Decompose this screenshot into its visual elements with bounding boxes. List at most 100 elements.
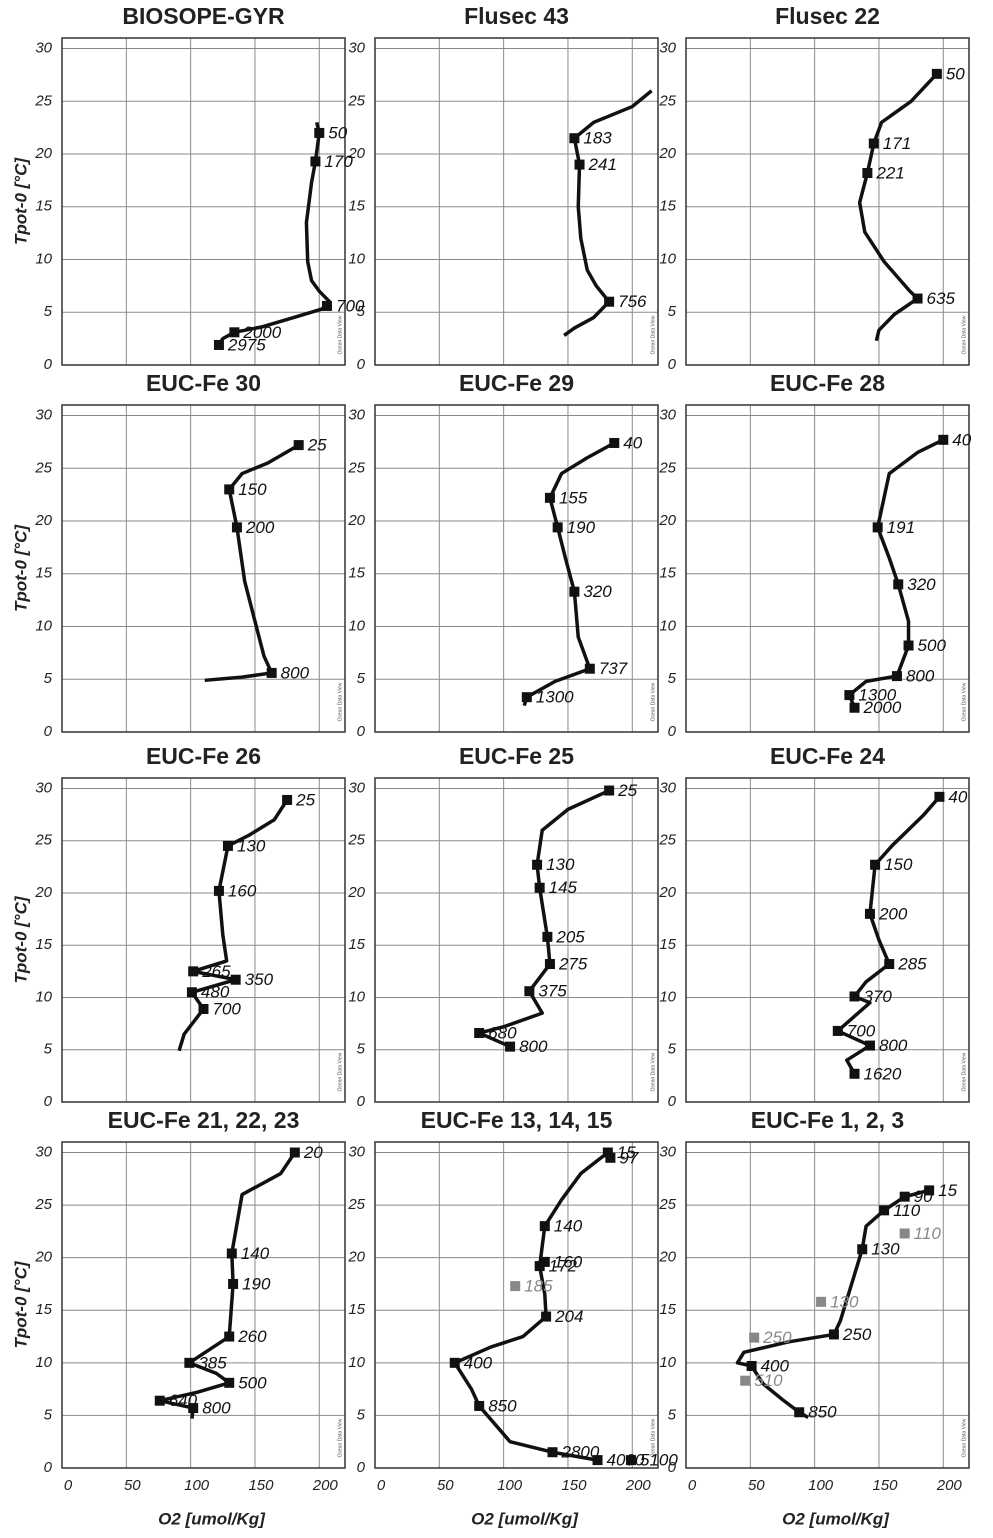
- depth-marker: [604, 296, 615, 307]
- depth-label: 850: [808, 1403, 837, 1422]
- depth-marker: [569, 133, 580, 144]
- y-tick-label: 20: [347, 512, 365, 529]
- y-tick-label: 20: [34, 145, 52, 162]
- panel: Flusec 43 0 5 10 15 20 25 30 Ocean Data View 183 2…: [347, 3, 659, 373]
- depth-label: 1620: [864, 1064, 902, 1083]
- y-tick-label: 15: [659, 565, 676, 582]
- depth-label: 110: [914, 1224, 942, 1243]
- depth-label: 1300: [536, 688, 574, 707]
- y-tick-label: 10: [35, 617, 52, 634]
- depth-marker: [224, 1377, 235, 1388]
- depth-label: 320: [907, 575, 936, 594]
- y-tick-label: 5: [357, 303, 366, 320]
- plot-frame: [685, 777, 970, 1103]
- depth-marker: [924, 1185, 935, 1196]
- y-tick-label: 30: [35, 40, 52, 57]
- y-tick-label: 25: [347, 832, 365, 849]
- panel-title: EUC-Fe 28: [770, 370, 885, 396]
- y-tick-label: 20: [658, 884, 676, 901]
- depth-label: 800: [281, 663, 310, 682]
- depth-label: 265: [201, 962, 231, 981]
- y-axis-label: Tpot-0 [°C]: [11, 895, 30, 983]
- y-tick-label: 25: [34, 92, 52, 109]
- y-tick-label: 5: [44, 670, 53, 687]
- y-tick-label: 5: [668, 1406, 677, 1423]
- depth-marker: [584, 663, 595, 674]
- y-tick-label: 10: [348, 988, 365, 1005]
- y-tick-label: 10: [659, 617, 676, 634]
- depth-marker: [547, 1447, 558, 1458]
- y-tick-label: 30: [348, 779, 365, 796]
- y-tick-label: 25: [347, 1196, 365, 1213]
- depth-label: 40: [948, 787, 967, 806]
- profile-line: [453, 1151, 609, 1462]
- depth-label: 200: [878, 904, 908, 923]
- y-tick-label: 25: [658, 1196, 676, 1213]
- depth-label: 2000: [242, 323, 281, 342]
- profile-line: [522, 441, 616, 707]
- depth-label: 160: [554, 1252, 583, 1271]
- depth-label: 145: [549, 878, 578, 897]
- plot-frame: [374, 1141, 659, 1469]
- watermark: Ocean Data View: [650, 1418, 656, 1457]
- depth-label: 275: [558, 955, 588, 974]
- panel: EUC-Fe 29 0 5 10 15 20 25 30 Ocean Data View 40 15…: [347, 370, 659, 740]
- depth-label: 170: [324, 152, 353, 171]
- depth-label: 90: [914, 1187, 933, 1206]
- y-tick-label: 30: [35, 407, 52, 424]
- panel: BIOSOPE-GYR 0 5 10 15 20 25 30 Ocean Data View Tp…: [11, 3, 364, 373]
- profile-line: [857, 72, 939, 342]
- depth-marker: [198, 1003, 209, 1014]
- depth-marker: [222, 840, 233, 851]
- panel: EUC-Fe 26 0 5 10 15 20 25 30 Ocean Data View Tpot…: [11, 743, 346, 1110]
- panel-title: Flusec 43: [464, 3, 569, 29]
- depth-marker: [574, 159, 585, 170]
- depth-label: 50: [946, 64, 965, 83]
- panel-title: EUC-Fe 24: [770, 743, 885, 769]
- panel: EUC-Fe 25 0 5 10 15 20 25 30 Ocean Data View 25 13…: [347, 743, 659, 1110]
- depth-marker: [602, 1147, 613, 1158]
- plot-frame: [374, 777, 659, 1103]
- depth-label: 1300: [858, 686, 896, 705]
- depth-marker: [544, 492, 555, 503]
- y-tick-label: 15: [659, 198, 676, 215]
- y-tick-label: 5: [668, 1041, 677, 1058]
- x-tick-label: 50: [748, 1477, 765, 1494]
- depth-label: 2800: [561, 1443, 600, 1462]
- y-tick-label: 15: [348, 936, 365, 953]
- plot-frame: [685, 37, 970, 366]
- depth-label: 241: [588, 155, 617, 174]
- y-tick-label: 0: [668, 1093, 677, 1110]
- y-tick-label: 10: [659, 1354, 676, 1371]
- depth-label: 850: [488, 1396, 517, 1415]
- depth-marker: [282, 794, 293, 805]
- depth-label: 205: [555, 927, 585, 946]
- depth-marker: [154, 1395, 165, 1406]
- depth-label: 2975: [227, 335, 266, 354]
- depth-marker: [938, 434, 949, 445]
- depth-label: 370: [864, 987, 893, 1006]
- depth-label: 350: [245, 970, 274, 989]
- x-tick-label: 0: [377, 1477, 386, 1494]
- y-tick-label: 5: [357, 670, 366, 687]
- depth-label: 190: [242, 1274, 271, 1293]
- depth-label: 680: [488, 1024, 517, 1043]
- depth-label: 25: [307, 436, 327, 455]
- y-tick-label: 30: [659, 1143, 676, 1160]
- x-tick-label: 50: [437, 1477, 454, 1494]
- depth-marker: [474, 1400, 485, 1411]
- plot-frame: [374, 404, 659, 733]
- depth-label: 171: [883, 134, 911, 153]
- profile-line: [477, 788, 610, 1052]
- watermark: Ocean Data View: [337, 1052, 343, 1091]
- y-tick-label: 10: [659, 988, 676, 1005]
- y-tick-label: 15: [348, 565, 365, 582]
- depth-marker: [224, 484, 235, 495]
- x-tick-label: 0: [688, 1477, 697, 1494]
- depth-label: 40: [623, 433, 642, 452]
- y-axis-label: Tpot-0 [°C]: [11, 157, 30, 245]
- depth-marker: [449, 1357, 460, 1368]
